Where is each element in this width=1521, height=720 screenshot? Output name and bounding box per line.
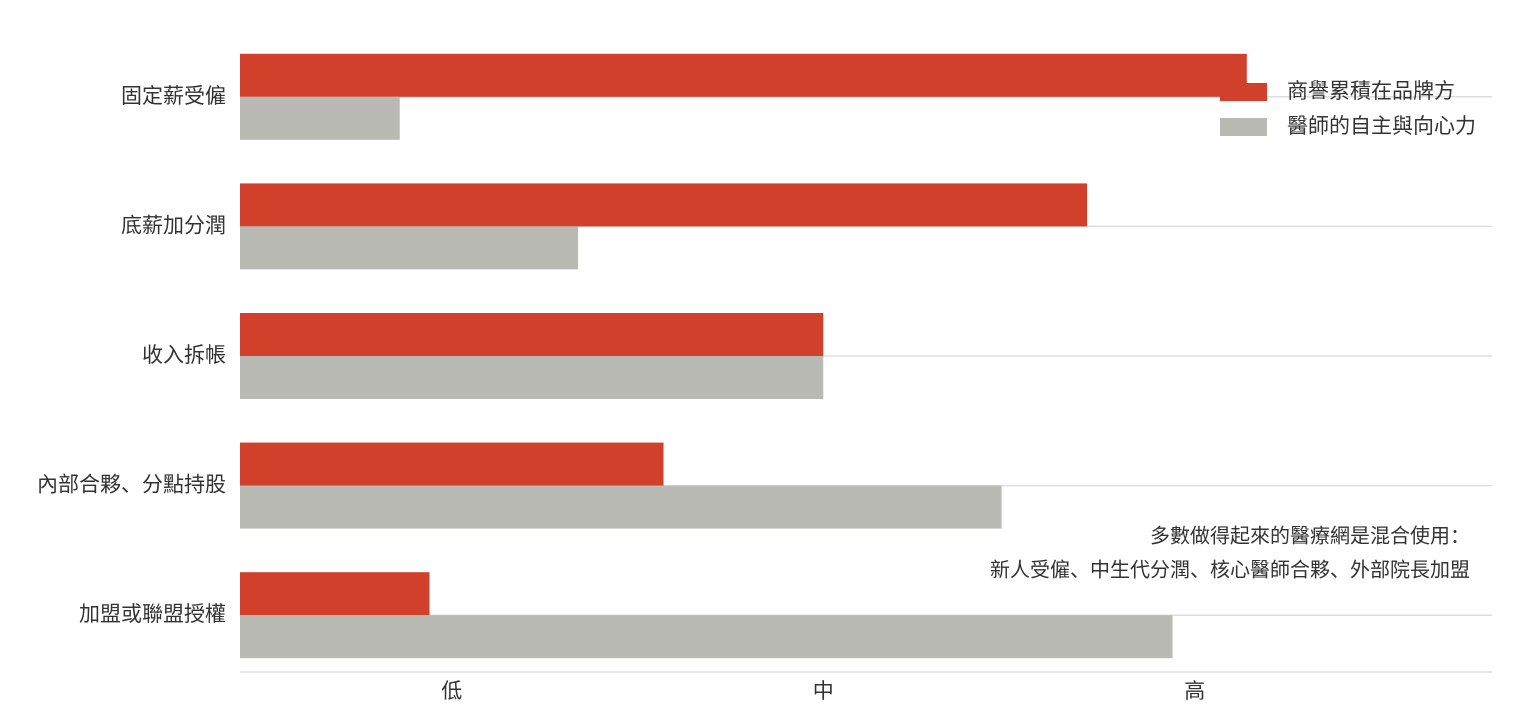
- x-tick-label: 低: [441, 679, 462, 703]
- bar: [240, 96, 400, 140]
- y-tick-label: 底薪加分潤: [121, 213, 226, 237]
- bar: [240, 572, 430, 616]
- legend-label: 醫師的自主與向心力: [1287, 114, 1476, 138]
- bar: [240, 485, 1002, 529]
- legend-swatch: [1220, 118, 1267, 136]
- bar: [240, 53, 1247, 97]
- bar: [240, 442, 664, 486]
- x-tick-label: 中: [813, 679, 834, 703]
- y-tick-label: 加盟或聯盟授權: [79, 602, 226, 626]
- y-tick-label: 固定薪受僱: [121, 84, 226, 108]
- bar: [240, 356, 824, 399]
- annotation: 多數做得起來的醫療網是混合使用：: [1150, 524, 1470, 548]
- legend-swatch: [1220, 83, 1267, 101]
- annotation: 新人受僱、中生代分潤、核心醫師合夥、外部院長加盟: [990, 558, 1470, 582]
- bar: [240, 183, 1088, 227]
- bar: [240, 226, 579, 270]
- y-tick-label: 收入拆帳: [142, 343, 226, 367]
- y-tick-label: 內部合夥、分點持股: [37, 473, 226, 497]
- bar: [240, 313, 824, 356]
- bar: [240, 615, 1173, 659]
- x-tick-label: 高: [1184, 679, 1205, 703]
- legend-label: 商譽累積在品牌方: [1287, 79, 1455, 103]
